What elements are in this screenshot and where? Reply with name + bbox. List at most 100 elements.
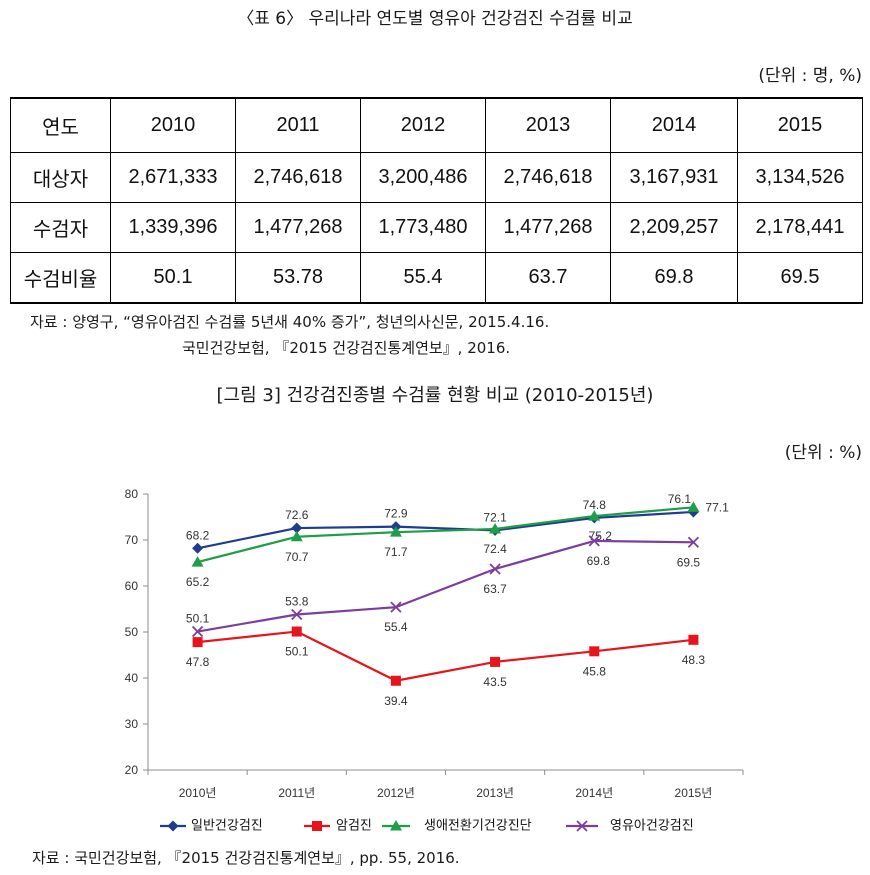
- figure-title: [그림 3] 건강검진종별 수검률 현황 비교 (2010-2015년): [216, 385, 654, 406]
- figure-unit-label: (단위 : %): [784, 443, 862, 463]
- table-header-cell: 2011: [235, 97, 361, 153]
- legend-item-cancer-screening: 암검진: [304, 819, 372, 834]
- x-tick-label: 2010년: [179, 786, 217, 800]
- general-checkup-data-label: 74.8: [583, 498, 607, 512]
- table-cell: 50.1: [110, 252, 236, 304]
- general-checkup-data-label: 76.1: [668, 492, 692, 506]
- life-transition-checkup-point: [687, 501, 700, 512]
- table-cell: 3,200,486: [360, 152, 486, 203]
- cancer-screening-series: 47.8 50.1 39.4 43.5 45.8 48.3: [186, 626, 706, 708]
- infant-checkup-point: [191, 625, 204, 638]
- table-cell: 1,339,396: [110, 202, 236, 253]
- x-tick-label: 2015년: [675, 786, 713, 800]
- life-transition-checkup-data-label: 65.2: [186, 575, 210, 589]
- cancer-screening-line: [197, 630, 694, 682]
- general-checkup-line: [197, 510, 694, 550]
- data-table: 연도 2010 2011 2012 2013 2014 2015 대상자 2,6…: [10, 97, 863, 304]
- life-transition-checkup-point: [489, 522, 502, 534]
- cancer-screening-data-label: 50.1: [285, 645, 309, 659]
- cancer-screening-point: [490, 656, 501, 667]
- x-marker-stroke: [191, 625, 204, 638]
- table-title: 〈표 6〉 우리나라 연도별 영유아 건강검진 수검률 비교: [237, 9, 633, 29]
- cancer-screening-data-label: 39.4: [384, 694, 408, 708]
- table-row: 수검비율 50.1 53.78 55.4 63.7 69.8 69.5: [10, 252, 863, 304]
- y-tick-label: 40: [125, 671, 139, 685]
- y-tick-label: 30: [125, 717, 139, 731]
- infant-checkup-data-label: 55.4: [384, 620, 408, 634]
- table-cell: 1,477,268: [485, 202, 611, 253]
- general-checkup-data-label: 72.9: [384, 507, 408, 521]
- cancer-screening-point: [390, 675, 401, 686]
- infant-checkup-data-label: 69.8: [587, 554, 611, 568]
- table-row: 대상자 2,671,333 2,746,618 3,200,486 2,746,…: [10, 152, 863, 203]
- x-tick-label: 2012년: [377, 786, 415, 800]
- legend-label: 영유아건강검진: [610, 819, 694, 834]
- legend-triangle-icon: [390, 820, 402, 831]
- table-cell: 53.78: [235, 252, 361, 304]
- infant-checkup-data-label: 69.5: [677, 555, 701, 569]
- x-tick-label: 2013년: [476, 786, 514, 800]
- infant-checkup-line: [197, 539, 694, 633]
- x-marker-stroke: [489, 563, 501, 575]
- table-cell: 1,477,268: [235, 202, 361, 253]
- table-cell: 2,209,257: [610, 202, 738, 253]
- infant-checkup-point: [687, 536, 700, 548]
- y-tick-label: 70: [125, 533, 139, 547]
- y-tick-label: 80: [125, 487, 139, 501]
- x-marker-stroke: [390, 601, 402, 613]
- x-marker-stroke: [576, 820, 588, 832]
- row-label: 대상자: [10, 152, 111, 203]
- life-transition-checkup-point: [290, 530, 303, 542]
- table-header-cell: 2014: [610, 97, 738, 153]
- general-checkup-data-label: 72.6: [285, 508, 309, 522]
- table-header-row: 연도 2010 2011 2012 2013 2014 2015: [10, 97, 863, 153]
- table-cell: 63.7: [485, 252, 611, 304]
- general-checkup-point: [192, 542, 204, 554]
- cancer-screening-point: [589, 646, 600, 657]
- figure-source: 자료 : 국민건강보험, 『2015 건강검진통계연보』, pp. 55, 20…: [32, 849, 460, 867]
- infant-checkup-data-label: 63.7: [483, 582, 507, 596]
- life-transition-checkup-data-label: 77.1: [705, 500, 729, 514]
- x-marker-stroke: [291, 608, 303, 621]
- life-transition-checkup-point: [389, 526, 402, 537]
- cancer-screening-data-label: 48.3: [682, 653, 706, 667]
- row-label: 수검자: [10, 202, 111, 253]
- row-label: 수검비율: [10, 252, 111, 304]
- cancer-screening-point: [688, 634, 699, 645]
- x-tick-label: 2011년: [278, 786, 315, 800]
- infant-checkup-series: 50.1 53.8 55.4 63.7 69.8 69.5: [186, 535, 701, 638]
- cancer-screening-data-label: 47.8: [186, 655, 210, 669]
- table-cell: 3,134,526: [737, 152, 863, 203]
- life-transition-checkup-point: [588, 510, 601, 521]
- table-cell: 1,773,480: [360, 202, 486, 253]
- legend-x-icon: [576, 820, 588, 832]
- table-header-cell: 2010: [110, 97, 236, 153]
- x-marker-stroke: [687, 536, 700, 548]
- life-transition-checkup-point: [191, 556, 204, 567]
- y-tick-label: 20: [125, 763, 139, 777]
- table-cell: 2,746,618: [235, 152, 361, 203]
- x-marker-stroke: [588, 535, 600, 547]
- infant-checkup-point: [588, 535, 600, 547]
- table-cell: 55.4: [360, 252, 486, 304]
- infant-checkup-point: [390, 601, 402, 613]
- general-checkup-data-label: 72.1: [483, 510, 507, 524]
- line-chart: 80 70 60 50 40 30 20 2010년 2011년 2012년 2013년 2014년 2…: [125, 487, 744, 834]
- life-transition-checkup-series: 65.270.7 71.7 72.475.277.1: [186, 500, 729, 589]
- general-checkup-point: [291, 522, 303, 534]
- legend-label: 암검진: [336, 819, 372, 834]
- life-transition-checkup-data-label: 70.7: [285, 550, 309, 564]
- life-transition-checkup-data-label: 72.4: [483, 542, 507, 556]
- y-tick-label: 50: [125, 625, 139, 639]
- table-unit-label: (단위 : 명, %): [758, 66, 862, 86]
- table-source-line: 자료 : 양영구, “영유아검진 수검률 5년새 40% 증가”, 청년의사신문…: [30, 313, 550, 331]
- cancer-screening-point: [192, 637, 203, 648]
- table-header-cell: 2015: [737, 97, 863, 153]
- legend-item-life-transition-checkup: 생애전환기건강진단: [382, 819, 532, 834]
- legend-label: 생애전환기건강진단: [424, 819, 532, 834]
- infant-checkup-data-label: 53.8: [285, 595, 309, 609]
- table-header-cell: 2013: [485, 97, 611, 153]
- cancer-screening-data-label: 43.5: [483, 675, 507, 689]
- y-tick-label: 60: [125, 579, 139, 593]
- table-row: 수검자 1,339,396 1,477,268 1,773,480 1,477,…: [10, 202, 863, 253]
